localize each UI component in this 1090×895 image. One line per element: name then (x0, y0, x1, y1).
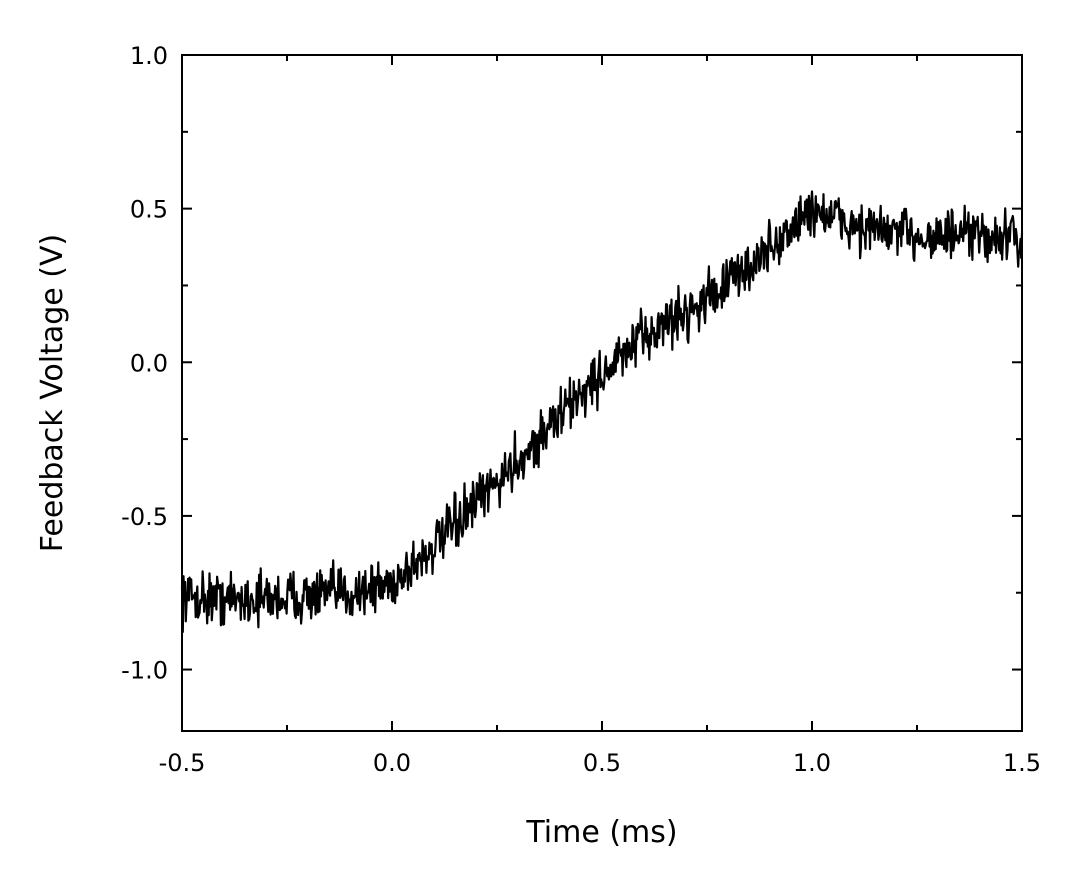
series-line-0 (180, 190, 1024, 634)
x-axis-title: Time (ms) (525, 815, 677, 850)
axes-layer: -0.5 0.0 0.5 1.0 1.5 -1.0 -0.5 0.0 0.5 1.0 (121, 42, 1041, 777)
plot-frame (181, 54, 1023, 732)
y-tick-label: 0.5 (130, 196, 168, 224)
y-tick-label: 0.0 (130, 349, 168, 377)
y-tick-label: 1.0 (130, 42, 168, 70)
y-axis-title: Feedback Voltage (V) (35, 234, 70, 552)
x-tick-label: 0.0 (373, 749, 411, 777)
y-tick-label: -0.5 (121, 503, 168, 531)
series-layer (180, 190, 1024, 634)
x-tick-label: -0.5 (159, 749, 206, 777)
y-tick-label: -1.0 (121, 657, 168, 685)
x-tick-label: 1.0 (793, 749, 831, 777)
x-tick-label: 1.5 (1003, 749, 1041, 777)
x-tick-label: 0.5 (583, 749, 621, 777)
